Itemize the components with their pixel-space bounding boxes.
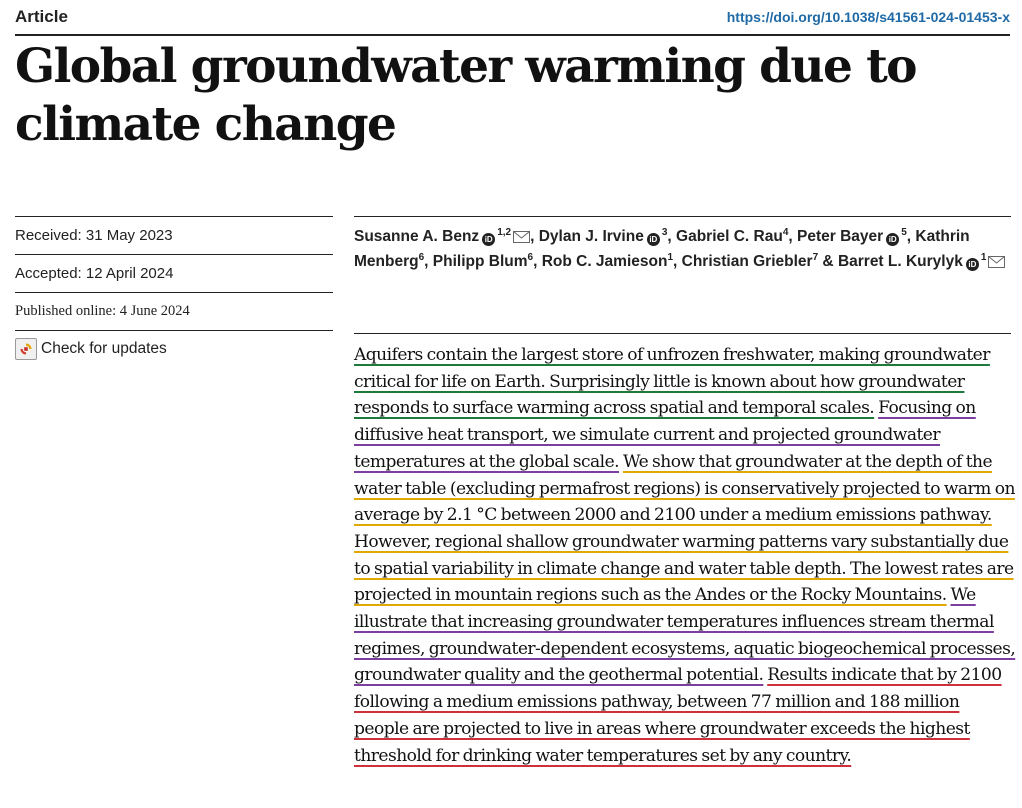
affiliation-marker: 1 [980, 251, 987, 263]
orcid-icon[interactable]: iD [886, 233, 900, 246]
abstract-rule [354, 333, 1011, 334]
author-name[interactable]: Christian Griebler [681, 252, 813, 270]
author-name[interactable]: Susanne A. Benz [354, 228, 480, 245]
author-name[interactable]: Philipp Blum [432, 252, 528, 270]
orcid-icon[interactable]: iD [646, 233, 660, 246]
author-name[interactable]: Barret L. Kurylyk [837, 252, 963, 270]
orcid-icon[interactable]: iD [482, 233, 496, 246]
received-date: Received: 31 May 2023 [15, 227, 173, 244]
author-name[interactable]: Gabriel C. Rau [676, 228, 783, 245]
author-name[interactable]: Kathrin Menberg [354, 228, 970, 270]
affiliation-marker: 6 [527, 251, 534, 263]
abstract-segment: Results indicate that by 2100 following … [354, 665, 1002, 766]
top-bar: Article https://doi.org/10.1038/s41561-0… [15, 5, 1010, 31]
check-updates-icon [15, 338, 37, 360]
check-for-updates-button[interactable]: Check for updates [15, 338, 167, 360]
author-name[interactable]: Rob C. Jamieson [541, 252, 668, 270]
accepted-date: Accepted: 12 April 2024 [15, 265, 174, 282]
check-for-updates-label: Check for updates [41, 340, 167, 357]
author-names: Susanne A. Benz iD1,2, Dylan J. Irvine iD3… [354, 225, 1011, 274]
abstract-segment: Focusing on diffusive heat transport, we… [354, 398, 976, 472]
author-name[interactable]: Dylan J. Irvine [538, 228, 644, 245]
affiliation-marker: 3 [661, 226, 668, 238]
author-name[interactable]: Peter Bayer [797, 228, 884, 245]
author-list: Susanne A. Benz iD1,2, Dylan J. Irvine iD3… [354, 216, 1011, 274]
orcid-icon[interactable]: iD [965, 257, 979, 271]
article-type-label: Article [15, 7, 68, 26]
abstract-segment: We illustrate that increasing groundwate… [354, 585, 1016, 686]
article-title: Global groundwater warming due to climat… [15, 38, 995, 154]
affiliation-marker: 7 [812, 251, 819, 263]
affiliation-marker: 1,2 [497, 226, 512, 238]
title-line-1: Global groundwater warming due to [15, 39, 918, 94]
publication-dates: Received: 31 May 2023 Accepted: 12 April… [15, 216, 333, 331]
abstract-segment: We show that groundwater at the depth of… [354, 451, 1015, 606]
accepted-row: Accepted: 12 April 2024 [15, 254, 333, 292]
email-icon[interactable] [513, 231, 531, 243]
header-rule [15, 34, 1010, 36]
affiliation-marker: 6 [418, 251, 425, 263]
received-row: Received: 31 May 2023 [15, 216, 333, 254]
abstract-segment: Aquifers contain the largest store of un… [354, 345, 990, 419]
email-icon[interactable] [988, 255, 1006, 268]
affiliation-marker: 4 [782, 226, 789, 238]
published-date: Published online: 4 June 2024 [15, 303, 190, 319]
abstract: Aquifers contain the largest store of un… [354, 342, 1016, 769]
affiliation-marker: 5 [901, 226, 907, 238]
affiliation-marker: 1 [667, 251, 673, 263]
published-row: Published online: 4 June 2024 [15, 292, 333, 331]
title-line-2: climate change [15, 97, 397, 152]
doi-link[interactable]: https://doi.org/10.1038/s41561-024-01453… [726, 9, 1010, 25]
